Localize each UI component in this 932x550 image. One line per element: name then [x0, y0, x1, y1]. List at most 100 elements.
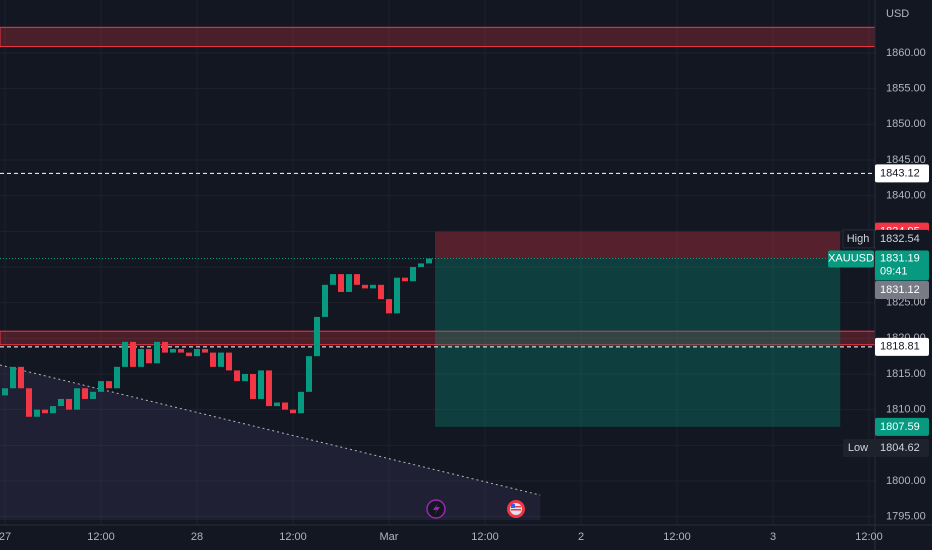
symbol-box	[828, 250, 874, 268]
candle-body	[10, 366, 16, 389]
grid	[0, 0, 875, 525]
candle-body	[186, 352, 192, 357]
target-zone	[435, 258, 841, 427]
candle-body	[202, 349, 208, 353]
candle-body	[362, 284, 368, 289]
candle-body	[386, 299, 392, 314]
x-tick-label: 12:00	[279, 531, 307, 543]
candle-body	[82, 388, 88, 399]
x-tick-label: 3	[770, 531, 776, 543]
candle-body	[74, 388, 80, 410]
trend-area	[0, 365, 541, 520]
low-name: Low	[848, 442, 868, 454]
y-tick-label: 1840.00	[886, 190, 926, 202]
candle-body	[18, 366, 24, 389]
candle-body	[330, 274, 336, 285]
last-tag	[875, 250, 929, 281]
currency: USD	[886, 8, 909, 20]
candle-body	[426, 258, 432, 264]
y-tick-label: 1855.00	[886, 83, 926, 95]
candle-body	[226, 352, 232, 371]
y-tick-label: 1860.00	[886, 47, 926, 59]
x-tick-label: 2	[578, 531, 584, 543]
candle-body	[418, 263, 424, 267]
candle-body	[154, 341, 160, 364]
y-tick-label: 1845.00	[886, 154, 926, 166]
x-tick-label: 28	[191, 531, 203, 543]
candle-body	[354, 274, 360, 285]
zone	[0, 26, 876, 48]
x-tick-label: 12:00	[855, 531, 883, 543]
candle-body	[402, 277, 408, 282]
last-tag-label: 1831.19	[880, 252, 920, 264]
candle-body	[298, 391, 304, 414]
x-tick-label: 12:00	[471, 531, 499, 543]
candle-body	[170, 349, 176, 353]
candle-body	[106, 381, 112, 389]
candle-body	[194, 349, 200, 357]
event-flag[interactable]	[507, 500, 525, 518]
candle-body	[98, 381, 104, 392]
candle-body	[346, 274, 352, 292]
candle-body	[34, 409, 40, 417]
high-name-box	[842, 229, 875, 249]
x-tick-label: Mar	[380, 531, 399, 543]
y-tick-label: 1810.00	[886, 404, 926, 416]
candle-body	[2, 388, 8, 396]
candle-body	[274, 402, 280, 407]
candle-body	[178, 349, 184, 353]
y-tick-label: 1800.00	[886, 475, 926, 487]
candle-body	[66, 398, 72, 410]
candle-body	[138, 349, 144, 367]
price-axis: 1795.001800.001805.001810.001815.001820.…	[0, 47, 929, 543]
high-name: High	[847, 233, 870, 245]
bid-tag	[875, 281, 929, 300]
candle-body	[42, 409, 48, 414]
candle-body	[162, 341, 168, 353]
candle-body	[218, 352, 224, 367]
candle-body	[250, 373, 256, 399]
candle-body	[394, 277, 400, 314]
target-tag-label: 1807.59	[880, 421, 920, 433]
candle-body	[410, 266, 416, 282]
price-tag-label: 1818.81	[880, 341, 920, 353]
candle-body	[242, 373, 248, 382]
candle-body	[50, 406, 56, 414]
low-tag-label: 1804.62	[880, 442, 920, 454]
candle-body	[282, 402, 288, 410]
y-tick-label: 1815.00	[886, 368, 926, 380]
high-tag	[875, 229, 929, 248]
plot	[0, 26, 876, 520]
candle-body	[58, 398, 64, 407]
candle-body	[122, 341, 128, 367]
candle-body	[370, 284, 376, 289]
y-tick-label: 1850.00	[886, 118, 926, 130]
candle-body	[306, 356, 312, 392]
x-tick-label: 12:00	[663, 531, 691, 543]
candle-body	[210, 352, 216, 367]
low-name-box	[843, 439, 874, 458]
event-icon[interactable]	[426, 499, 446, 519]
target-tag	[875, 417, 929, 436]
candle-body	[266, 370, 272, 407]
price-tag	[875, 164, 929, 183]
candle-body	[234, 370, 240, 382]
candle-body	[26, 388, 32, 417]
price-tag-label: 1843.12	[880, 167, 920, 179]
stop-zone	[435, 231, 841, 259]
candle-body	[322, 284, 328, 317]
candle-body	[378, 284, 384, 300]
candle-body	[258, 370, 264, 399]
candle-body	[130, 341, 136, 367]
x-tick-label: 12:00	[87, 531, 115, 543]
candle-body	[90, 391, 96, 399]
price-tag	[875, 337, 929, 356]
candle-body	[146, 349, 152, 364]
y-tick-label: 1795.00	[886, 511, 926, 523]
high-tag-label: 1832.54	[880, 233, 920, 245]
candle-body	[314, 316, 320, 357]
candle-body	[114, 366, 120, 389]
